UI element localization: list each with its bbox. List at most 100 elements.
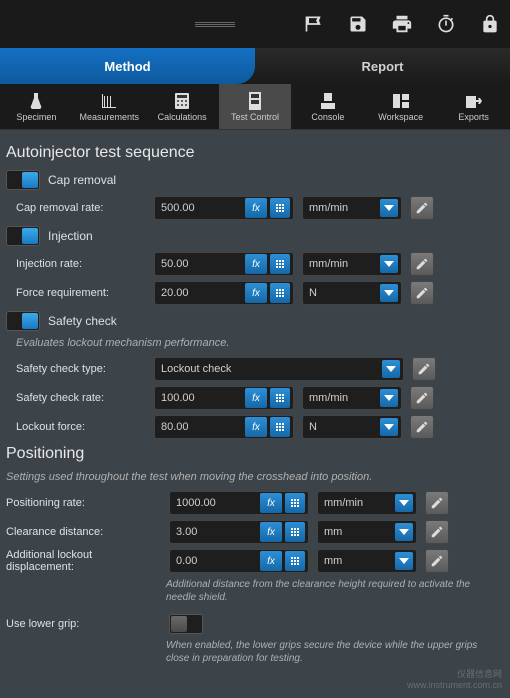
edit-button[interactable] (410, 415, 434, 439)
keypad-button[interactable] (270, 417, 290, 437)
chevron-down-icon[interactable] (380, 199, 398, 217)
force-req-input[interactable]: fx (154, 281, 294, 305)
injection-rate-value[interactable] (161, 258, 287, 270)
lockout-force-unit[interactable]: N (302, 415, 402, 439)
fx-button[interactable]: fx (260, 522, 282, 542)
injection-toggle[interactable] (6, 226, 40, 246)
fx-button[interactable]: fx (245, 388, 267, 408)
chevron-down-icon[interactable] (395, 494, 413, 512)
lockout-force-input[interactable]: fx (154, 415, 294, 439)
content-panel: Autoinjector test sequence Cap removal C… (0, 130, 510, 673)
edit-button[interactable] (410, 386, 434, 410)
fx-button[interactable]: fx (245, 283, 267, 303)
nav-console[interactable]: Console (291, 84, 364, 129)
force-req-label: Force requirement: (16, 287, 146, 299)
fx-button[interactable]: fx (245, 254, 267, 274)
specimen-icon (27, 92, 45, 110)
chevron-down-icon[interactable] (395, 523, 413, 541)
addl-lockout-input[interactable]: fx (169, 549, 309, 573)
nav-workspace[interactable]: Workspace (364, 84, 437, 129)
safety-subtitle: Evaluates lockout mechanism performance. (16, 337, 504, 349)
addl-lockout-value[interactable] (176, 555, 302, 567)
nav-workspace-label: Workspace (378, 112, 423, 122)
cap-removal-label: Cap removal (48, 173, 116, 187)
keypad-button[interactable] (285, 522, 305, 542)
keypad-button[interactable] (270, 254, 290, 274)
injection-rate-input[interactable]: fx (154, 252, 294, 276)
safety-type-label: Safety check type: (16, 363, 146, 375)
tab-method-label: Method (104, 59, 150, 74)
top-toolbar (0, 0, 510, 48)
stopwatch-icon[interactable] (434, 12, 458, 36)
nav-calculations[interactable]: Calculations (146, 84, 219, 129)
edit-button[interactable] (425, 491, 449, 515)
cap-rate-value[interactable] (161, 202, 287, 214)
chevron-down-icon[interactable] (380, 389, 398, 407)
exports-icon (465, 92, 483, 110)
nav-test-control[interactable]: Test Control (219, 84, 292, 129)
fx-button[interactable]: fx (245, 198, 267, 218)
addl-lockout-unit[interactable]: mm (317, 549, 417, 573)
keypad-button[interactable] (270, 388, 290, 408)
tab-method[interactable]: Method (0, 48, 255, 84)
nav-exports[interactable]: Exports (437, 84, 510, 129)
chevron-down-icon[interactable] (395, 552, 413, 570)
cap-rate-input[interactable]: fx (154, 196, 294, 220)
chevron-down-icon[interactable] (380, 284, 398, 302)
chevron-down-icon[interactable] (380, 418, 398, 436)
nav-specimen-label: Specimen (16, 112, 56, 122)
edit-button[interactable] (410, 281, 434, 305)
fx-button[interactable]: fx (260, 551, 282, 571)
calculations-icon (173, 92, 191, 110)
pos-rate-input[interactable]: fx (169, 491, 309, 515)
safety-rate-unit[interactable]: mm/min (302, 386, 402, 410)
injection-rate-unit[interactable]: mm/min (302, 252, 402, 276)
clearance-input[interactable]: fx (169, 520, 309, 544)
tab-report[interactable]: Report (255, 48, 510, 84)
edit-button[interactable] (410, 196, 434, 220)
keypad-button[interactable] (285, 493, 305, 513)
edit-button[interactable] (425, 549, 449, 573)
nav-calculations-label: Calculations (158, 112, 207, 122)
pos-rate-label: Positioning rate: (6, 497, 161, 509)
cap-rate-unit[interactable]: mm/min (302, 196, 402, 220)
edit-button[interactable] (410, 252, 434, 276)
edit-button[interactable] (425, 520, 449, 544)
safety-type-value: Lockout check (161, 363, 231, 375)
fx-button[interactable]: fx (260, 493, 282, 513)
edit-button[interactable] (412, 357, 436, 381)
nav-measurements[interactable]: Measurements (73, 84, 146, 129)
lockout-force-value[interactable] (161, 421, 287, 433)
lock-icon[interactable] (478, 12, 502, 36)
pos-rate-unit[interactable]: mm/min (317, 491, 417, 515)
keypad-button[interactable] (270, 283, 290, 303)
cap-removal-toggle[interactable] (6, 170, 40, 190)
pos-rate-value[interactable] (176, 497, 302, 509)
fx-button[interactable]: fx (245, 417, 267, 437)
clearance-unit[interactable]: mm (317, 520, 417, 544)
keypad-button[interactable] (285, 551, 305, 571)
nav-specimen[interactable]: Specimen (0, 84, 73, 129)
addl-lockout-help: Additional distance from the clearance h… (166, 578, 496, 604)
chevron-down-icon[interactable] (380, 255, 398, 273)
drag-handle[interactable] (195, 21, 235, 28)
force-req-value[interactable] (161, 287, 287, 299)
safety-type-select[interactable]: Lockout check (154, 357, 404, 381)
main-tab-bar: Method Report (0, 48, 510, 84)
lower-grip-toggle[interactable] (169, 614, 203, 634)
force-req-unit[interactable]: N (302, 281, 402, 305)
injection-label: Injection (48, 229, 93, 243)
print-icon[interactable] (390, 12, 414, 36)
safety-label: Safety check (48, 314, 117, 328)
chevron-down-icon[interactable] (382, 360, 400, 378)
safety-toggle[interactable] (6, 311, 40, 331)
lower-grip-help: When enabled, the lower grips secure the… (166, 639, 496, 665)
flag-icon[interactable] (302, 12, 326, 36)
safety-rate-value[interactable] (161, 392, 287, 404)
clearance-value[interactable] (176, 526, 302, 538)
keypad-button[interactable] (270, 198, 290, 218)
save-icon[interactable] (346, 12, 370, 36)
nav-console-label: Console (311, 112, 344, 122)
lower-grip-label: Use lower grip: (6, 618, 161, 630)
safety-rate-input[interactable]: fx (154, 386, 294, 410)
